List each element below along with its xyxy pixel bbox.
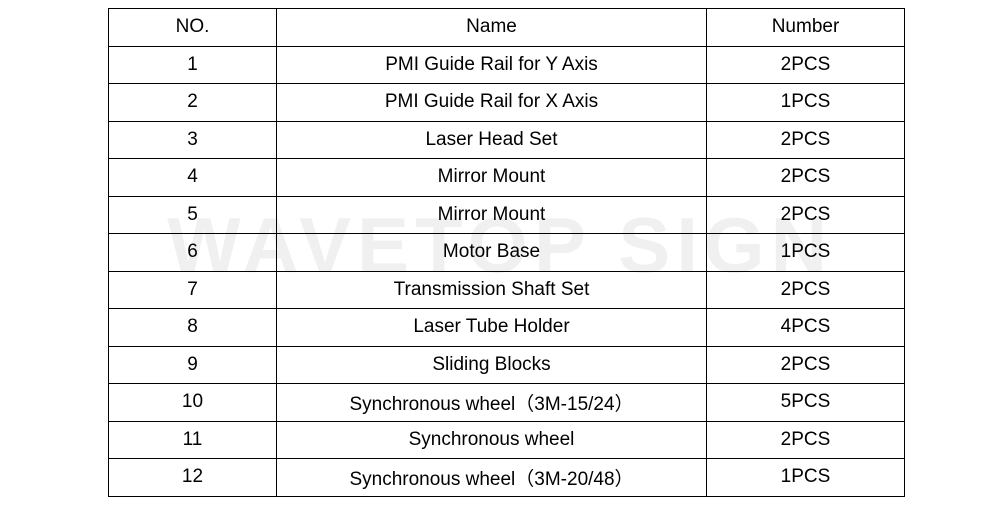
cell-name: PMI Guide Rail for Y Axis — [277, 46, 707, 84]
cell-name: Mirror Mount — [277, 159, 707, 197]
cell-no: 4 — [109, 159, 277, 197]
cell-number: 2PCS — [707, 159, 905, 197]
cell-name: Transmission Shaft Set — [277, 271, 707, 309]
cell-name: Motor Base — [277, 234, 707, 272]
table-body: 1 PMI Guide Rail for Y Axis 2PCS 2 PMI G… — [109, 46, 905, 496]
cell-number: 2PCS — [707, 346, 905, 384]
cell-number: 2PCS — [707, 421, 905, 459]
cell-no: 6 — [109, 234, 277, 272]
table-header-row: NO. Name Number — [109, 9, 905, 47]
table-row: 3 Laser Head Set 2PCS — [109, 121, 905, 159]
cell-name: Synchronous wheel（3M-20/48） — [277, 459, 707, 497]
table-row: 1 PMI Guide Rail for Y Axis 2PCS — [109, 46, 905, 84]
cell-name: Laser Head Set — [277, 121, 707, 159]
table-row: 9 Sliding Blocks 2PCS — [109, 346, 905, 384]
table-row: 2 PMI Guide Rail for X Axis 1PCS — [109, 84, 905, 122]
cell-no: 9 — [109, 346, 277, 384]
col-header-number: Number — [707, 9, 905, 47]
cell-no: 12 — [109, 459, 277, 497]
table-row: 10 Synchronous wheel（3M-15/24） 5PCS — [109, 384, 905, 422]
cell-name: Synchronous wheel — [277, 421, 707, 459]
table-row: 5 Mirror Mount 2PCS — [109, 196, 905, 234]
cell-name: Mirror Mount — [277, 196, 707, 234]
cell-no: 2 — [109, 84, 277, 122]
cell-number: 2PCS — [707, 121, 905, 159]
cell-no: 1 — [109, 46, 277, 84]
cell-name: Sliding Blocks — [277, 346, 707, 384]
cell-no: 8 — [109, 309, 277, 347]
cell-no: 11 — [109, 421, 277, 459]
table-row: 6 Motor Base 1PCS — [109, 234, 905, 272]
table-row: 11 Synchronous wheel 2PCS — [109, 421, 905, 459]
cell-number: 5PCS — [707, 384, 905, 422]
cell-no: 5 — [109, 196, 277, 234]
cell-name: PMI Guide Rail for X Axis — [277, 84, 707, 122]
col-header-name: Name — [277, 9, 707, 47]
table-row: 12 Synchronous wheel（3M-20/48） 1PCS — [109, 459, 905, 497]
table-row: 8 Laser Tube Holder 4PCS — [109, 309, 905, 347]
cell-number: 1PCS — [707, 459, 905, 497]
cell-no: 7 — [109, 271, 277, 309]
cell-number: 2PCS — [707, 46, 905, 84]
cell-no: 3 — [109, 121, 277, 159]
parts-table: NO. Name Number 1 PMI Guide Rail for Y A… — [108, 8, 905, 497]
cell-number: 1PCS — [707, 234, 905, 272]
cell-number: 2PCS — [707, 196, 905, 234]
cell-name: Laser Tube Holder — [277, 309, 707, 347]
cell-no: 10 — [109, 384, 277, 422]
cell-number: 2PCS — [707, 271, 905, 309]
table-row: 7 Transmission Shaft Set 2PCS — [109, 271, 905, 309]
table-row: 4 Mirror Mount 2PCS — [109, 159, 905, 197]
cell-number: 4PCS — [707, 309, 905, 347]
col-header-no: NO. — [109, 9, 277, 47]
cell-number: 1PCS — [707, 84, 905, 122]
cell-name: Synchronous wheel（3M-15/24） — [277, 384, 707, 422]
